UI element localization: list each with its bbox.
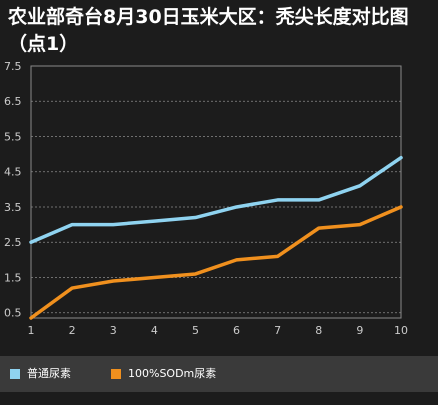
y-tick-label: 0.5 [4,307,22,320]
y-tick-label: 4.5 [4,166,22,179]
x-tick-label: 10 [394,324,408,337]
legend-swatch-series-2 [111,369,121,379]
line-chart: 0.5 1.5 2.5 3.5 4.5 5.5 6.5 7.5 1 2 3 4 5 6 7 8 9 10 [4,60,408,337]
x-tick-label: 5 [192,324,199,337]
legend-label-series-1: 普通尿素 [27,367,71,380]
legend-item-series-2[interactable]: 100%SODm尿素 [111,367,216,381]
y-tick-label: 2.5 [4,236,22,249]
x-tick-label: 3 [110,324,117,337]
series-line-2 [29,205,403,320]
x-tick-label: 6 [233,324,240,337]
chart-title: 农业部奇台8月30日玉米大区：秃尖长度对比图（点1） [8,6,409,55]
legend-label-series-2: 100%SODm尿素 [128,367,217,380]
x-tick-label: 2 [69,324,76,337]
y-tick-label: 5.5 [4,130,22,143]
series-line-1 [29,155,403,244]
x-tick-label: 4 [151,324,158,337]
bottom-strip [0,392,438,405]
legend-swatch-series-1 [10,369,20,379]
x-tick-label: 7 [274,324,281,337]
legend: 普通尿素 100%SODm尿素 [0,356,438,392]
x-tick-label: 1 [28,324,35,337]
y-tick-label: 3.5 [4,201,22,214]
y-tick-label: 7.5 [4,60,22,73]
legend-item-series-1[interactable]: 普通尿素 [10,367,71,381]
x-tick-label: 9 [356,324,363,337]
y-tick-label: 6.5 [4,95,22,108]
y-tick-label: 1.5 [4,271,22,284]
x-tick-label: 8 [315,324,322,337]
